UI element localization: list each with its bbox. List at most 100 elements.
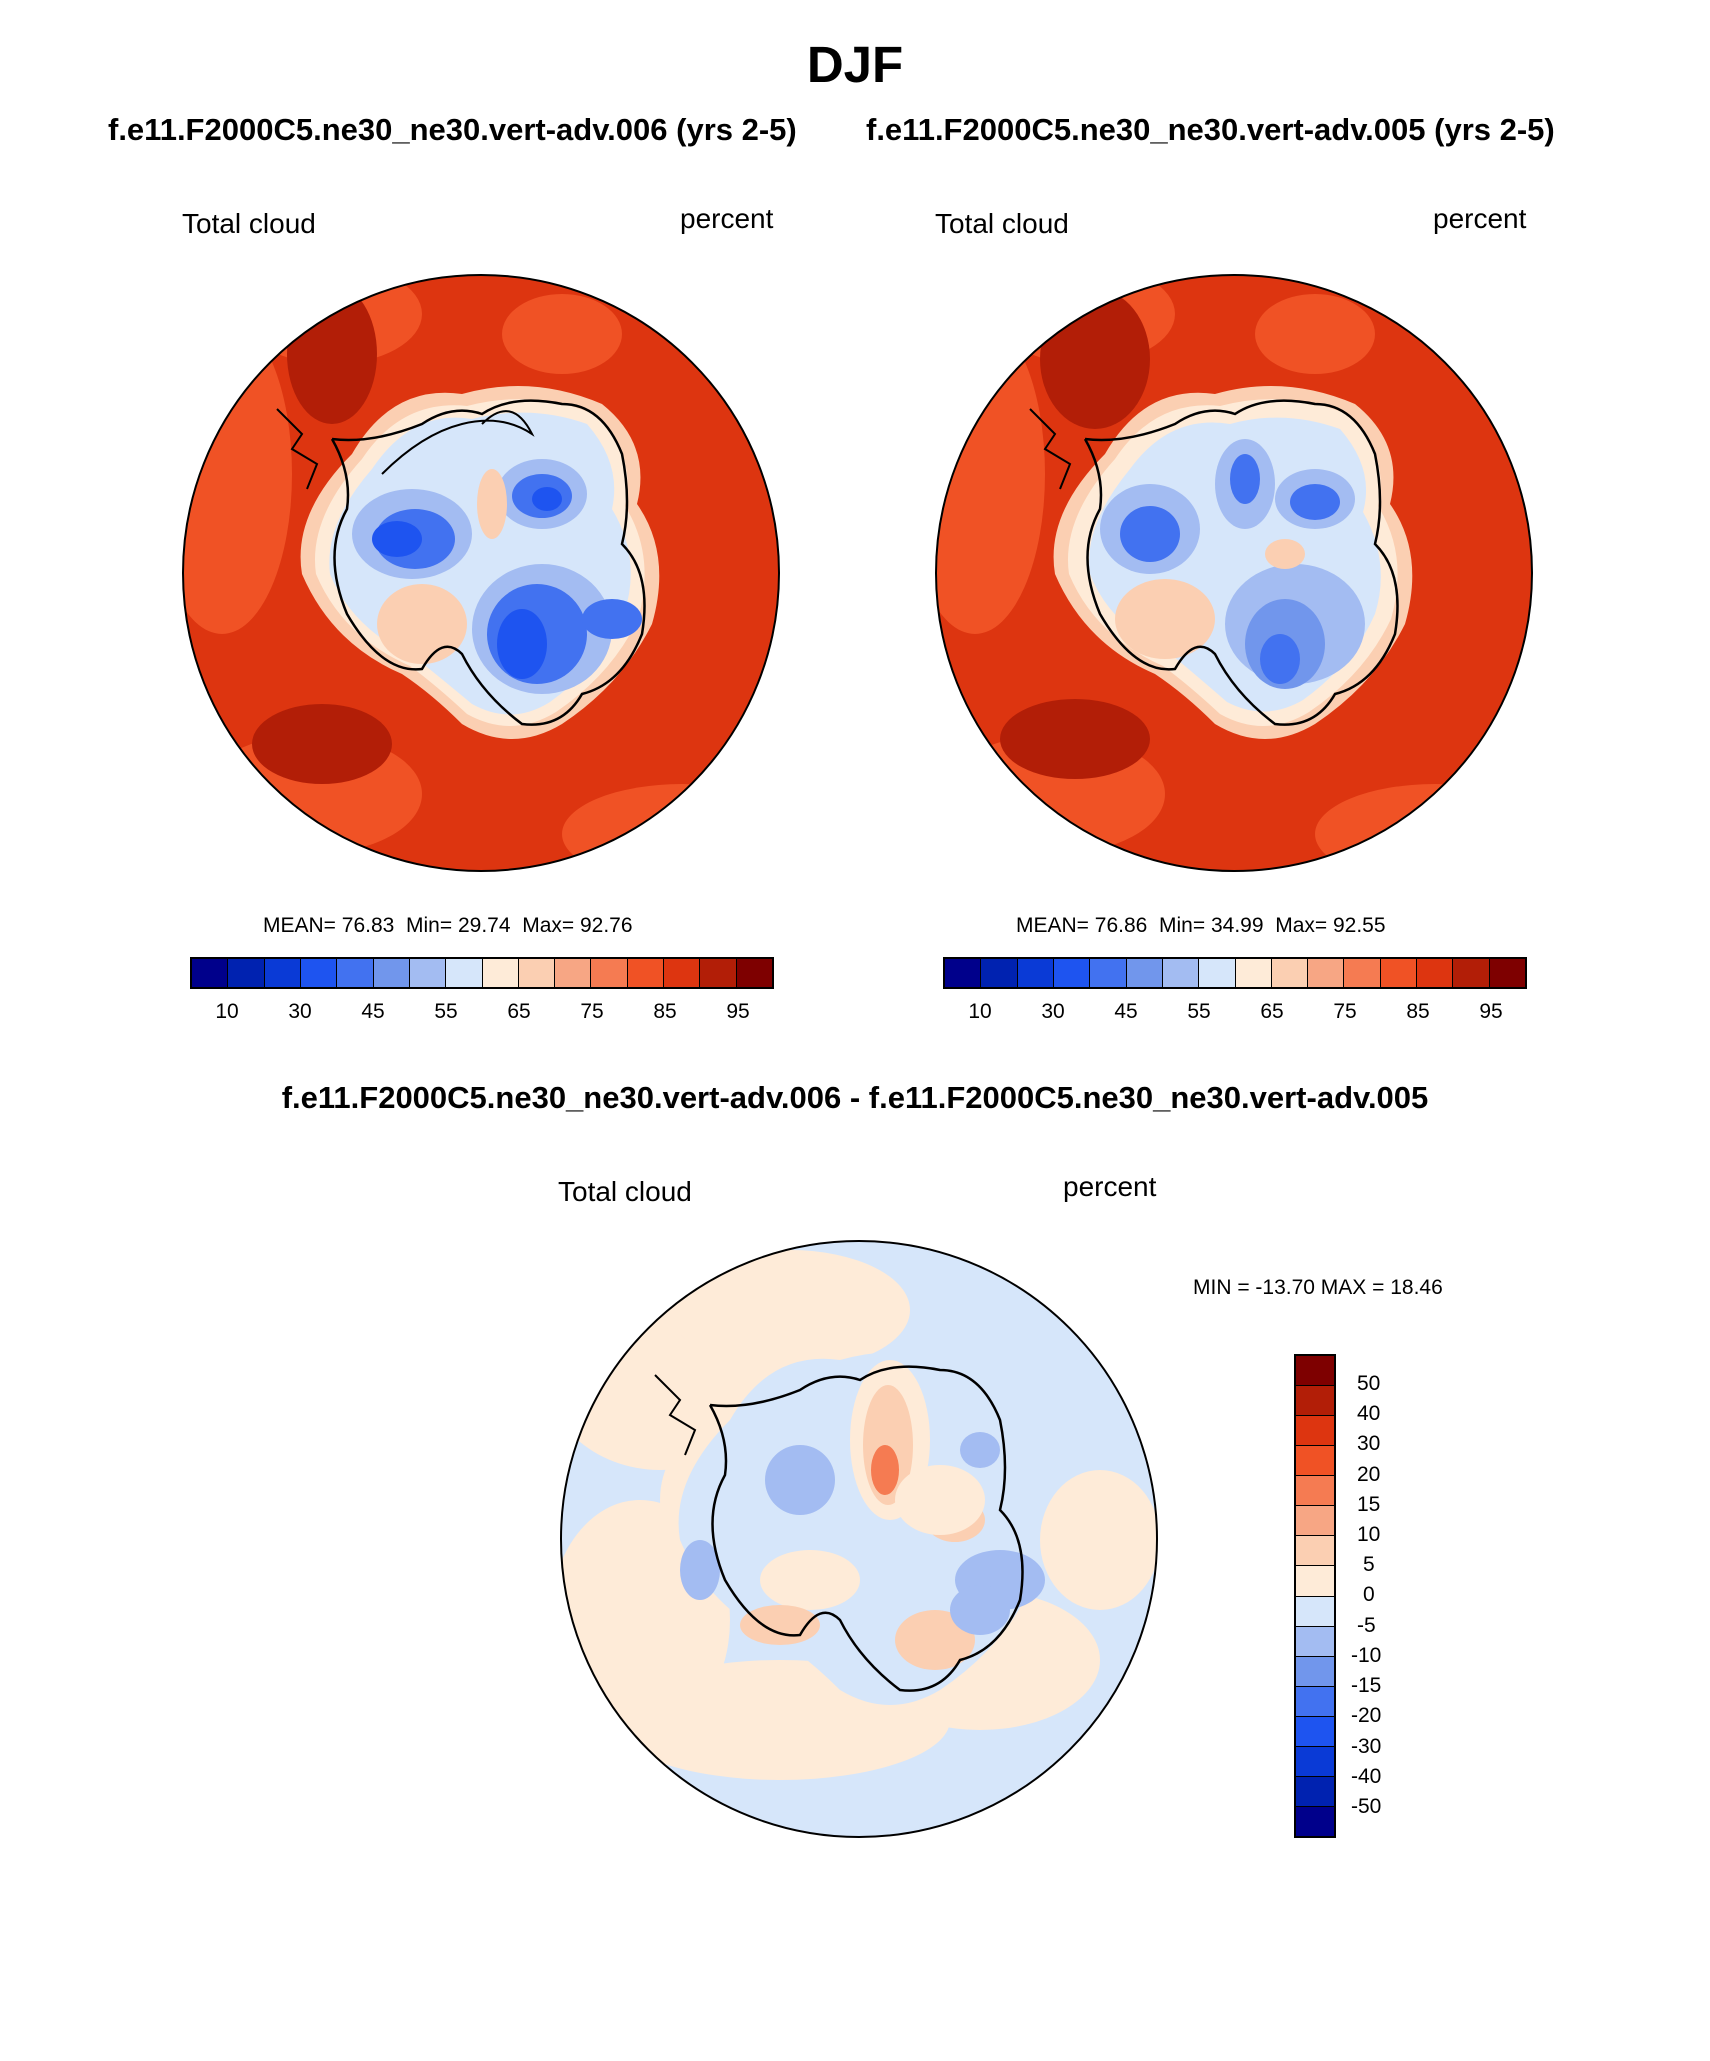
diff-colorbar-tick: -20 [1351, 1704, 1382, 1727]
diff-title: f.e11.F2000C5.ne30_ne30.vert-adv.006 - f… [281, 1080, 1429, 1115]
right-colorbar-tick: 45 [1114, 1000, 1138, 1023]
diff-colorbar-tick: 10 [1357, 1523, 1381, 1546]
diff-colorbar-tick: 20 [1357, 1463, 1381, 1486]
left-min-label: Min= [406, 914, 453, 937]
left-colorbar-swatch [518, 959, 556, 987]
case-title-right: f.e11.F2000C5.ne30_ne30.vert-adv.005 (yr… [866, 112, 1555, 147]
diff-colorbar-tick: -15 [1351, 1674, 1382, 1697]
left-colorbar-swatch [555, 959, 592, 987]
right-colorbar-tick: 10 [968, 1000, 992, 1023]
left-colorbar-swatch [700, 959, 737, 987]
diff-colorbar-swatch [1296, 1596, 1334, 1627]
right-colorbar-swatch [1162, 959, 1200, 987]
left-colorbar-swatch [192, 959, 229, 987]
right-colorbar-swatch [1308, 959, 1345, 987]
case-title-left: f.e11.F2000C5.ne30_ne30.vert-adv.006 (yr… [108, 112, 797, 147]
diff-colorbar-tick: -30 [1351, 1735, 1382, 1758]
right-colorbar-swatch [1017, 959, 1054, 987]
diff-minmax: MIN = -13.70 MAX = 18.46 [1193, 1276, 1443, 1299]
right-max-value: 92.55 [1332, 914, 1386, 937]
diff-variable-label: Total cloud [558, 1176, 692, 1207]
right-stats: MEAN= 76.86 Min= 34.99 Max= 92.55 [1016, 914, 1386, 938]
left-colorbar-swatch [337, 959, 374, 987]
left-colorbar-tick: 65 [507, 1000, 531, 1023]
figure-title: DJF [806, 36, 904, 93]
right-max-label: Max= [1275, 914, 1328, 937]
left-colorbar-tick: 30 [288, 1000, 312, 1023]
left-colorbar-swatch [664, 959, 701, 987]
diff-colorbar-swatch [1296, 1356, 1334, 1387]
left-colorbar-tick: 10 [215, 1000, 239, 1023]
right-colorbar-tick: 30 [1041, 1000, 1065, 1023]
left-polar-map [182, 274, 780, 872]
diff-colorbar-tick: -40 [1351, 1765, 1382, 1788]
left-colorbar-swatch [446, 959, 483, 987]
right-colorbar-swatch [1417, 959, 1454, 987]
diff-colorbar-swatch [1296, 1686, 1334, 1717]
diff-colorbar-swatch [1296, 1476, 1334, 1507]
right-colorbar-swatch [1090, 959, 1127, 987]
right-colorbar-tick: 75 [1333, 1000, 1357, 1023]
left-colorbar-swatch [482, 959, 519, 987]
diff-colorbar-tick: -5 [1357, 1614, 1376, 1637]
left-colorbar-swatch [736, 959, 772, 987]
diff-colorbar-swatch [1296, 1656, 1334, 1687]
left-colorbar-swatch [373, 959, 410, 987]
diff-colorbar-tick: 40 [1357, 1402, 1381, 1425]
right-colorbar-swatch [981, 959, 1018, 987]
diff-colorbar-swatch [1296, 1626, 1334, 1657]
right-colorbar-swatch [1453, 959, 1490, 987]
diff-colorbar-tick: 0 [1363, 1583, 1375, 1606]
left-colorbar-swatch [409, 959, 447, 987]
right-variable-label: Total cloud [935, 208, 1069, 239]
left-variable-label: Total cloud [182, 208, 316, 239]
left-min-value: 29.74 [457, 914, 511, 937]
diff-colorbar-tick: 15 [1357, 1493, 1381, 1516]
left-colorbar-swatch [264, 959, 301, 987]
left-colorbar-tick: 55 [434, 1000, 458, 1023]
diff-colorbar-swatch [1296, 1506, 1334, 1537]
left-max-label: Max= [522, 914, 575, 937]
diff-polar-map [560, 1240, 1158, 1838]
right-colorbar-tick: 65 [1260, 1000, 1284, 1023]
diff-colorbar-swatch [1296, 1386, 1334, 1417]
diff-colorbar-tick: 30 [1357, 1432, 1381, 1455]
right-colorbar-swatch [945, 959, 982, 987]
diff-colorbar-swatch [1296, 1566, 1334, 1597]
left-mean-label: MEAN= [263, 914, 336, 937]
left-colorbar-tick: 95 [726, 1000, 750, 1023]
right-colorbar-swatch [1489, 959, 1525, 987]
left-units-label: percent [680, 203, 774, 234]
right-mean-label: MEAN= [1016, 914, 1089, 937]
diff-colorbar-tick: 5 [1363, 1553, 1375, 1576]
left-max-value: 92.76 [579, 914, 633, 937]
right-min-label: Min= [1159, 914, 1206, 937]
diff-units-label: percent [1063, 1171, 1157, 1202]
right-colorbar-swatch [1126, 959, 1163, 987]
diff-colorbar-swatch [1296, 1776, 1334, 1807]
right-colorbar-swatch [1235, 959, 1272, 987]
left-colorbar [190, 957, 774, 989]
right-colorbar-swatch [1344, 959, 1381, 987]
diff-colorbar-tick: -10 [1351, 1644, 1382, 1667]
diff-colorbar-swatch [1296, 1716, 1334, 1747]
diff-colorbar [1294, 1354, 1336, 1838]
diff-colorbar-swatch [1296, 1806, 1334, 1836]
right-min-value: 34.99 [1210, 914, 1264, 937]
diff-colorbar-swatch [1296, 1536, 1334, 1567]
left-colorbar-tick: 75 [580, 1000, 604, 1023]
right-colorbar-swatch [1271, 959, 1309, 987]
right-colorbar-swatch [1380, 959, 1418, 987]
right-mean-value: 76.86 [1094, 914, 1148, 937]
right-polar-map [935, 274, 1533, 872]
diff-colorbar-swatch [1296, 1416, 1334, 1447]
left-colorbar-swatch [228, 959, 265, 987]
left-colorbar-swatch [627, 959, 665, 987]
diff-colorbar-swatch [1296, 1446, 1334, 1477]
left-colorbar-tick: 85 [653, 1000, 677, 1023]
right-colorbar [943, 957, 1527, 989]
left-colorbar-tick: 45 [361, 1000, 385, 1023]
right-units-label: percent [1433, 203, 1527, 234]
diff-colorbar-swatch [1296, 1746, 1334, 1777]
right-colorbar-tick: 85 [1406, 1000, 1430, 1023]
